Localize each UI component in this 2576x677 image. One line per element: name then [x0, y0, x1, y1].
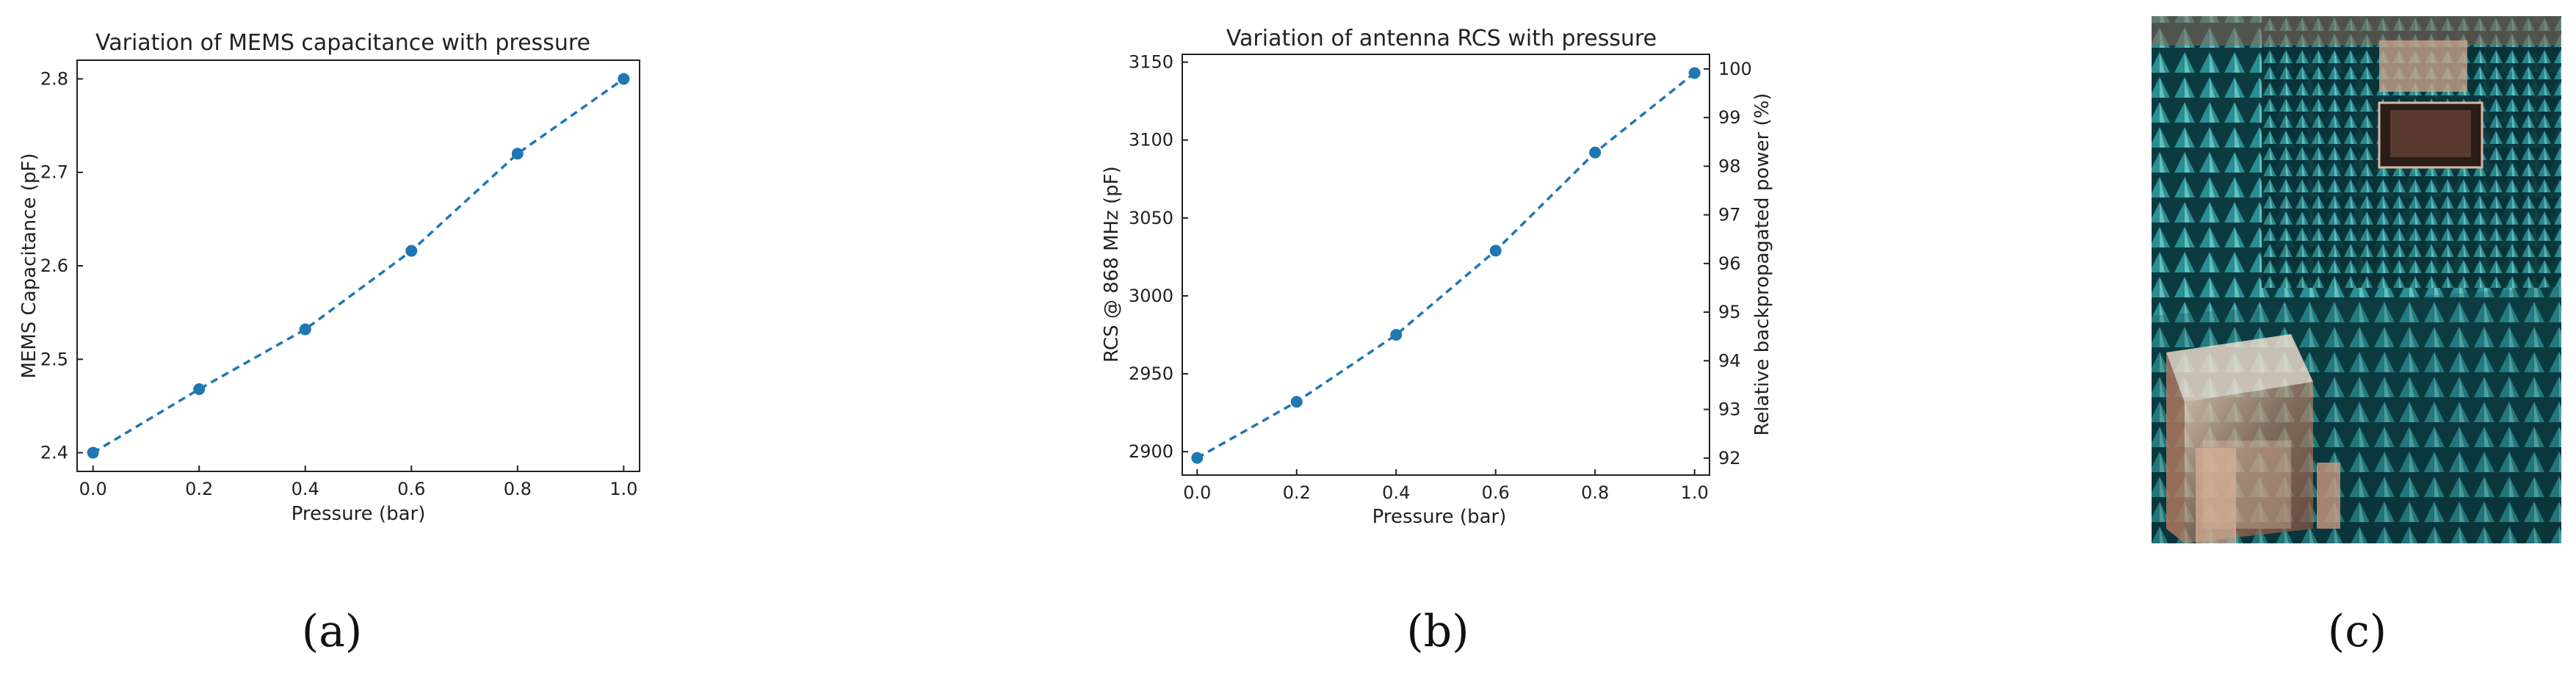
- y-right-tick-label: 94: [1718, 350, 1741, 371]
- y-right-tick-label: 95: [1718, 302, 1741, 322]
- chart-b: Variation of antenna RCS with pressure 0…: [1101, 26, 1773, 657]
- y-tick-label: 2.4: [40, 443, 68, 463]
- y-right-tick-label: 92: [1718, 448, 1741, 468]
- chart-b-title: Variation of antenna RCS with pressure: [1226, 26, 1657, 51]
- chart-a-y-label: MEMS Capacitance (pF): [18, 153, 40, 378]
- chart-a-title: Variation of MEMS capacitance with press…: [95, 30, 590, 56]
- y-tick-label: 2.7: [40, 162, 68, 183]
- data-point: [193, 383, 206, 395]
- x-tick-label: 0.8: [1581, 482, 1609, 503]
- data-point: [1688, 67, 1701, 79]
- x-tick-label: 0.6: [397, 479, 425, 499]
- chart-b-plot-area: [1182, 54, 1710, 476]
- chart-a-series-line: [92, 78, 625, 455]
- data-point: [405, 245, 418, 257]
- panel-label-c: (c): [2328, 606, 2387, 657]
- x-tick-label: 0.6: [1482, 482, 1510, 503]
- panel-label-a: (a): [302, 606, 363, 657]
- data-point: [1390, 329, 1403, 341]
- y-tick-label: 2.6: [40, 256, 68, 276]
- y-tick-label: 3150: [1129, 52, 1173, 73]
- data-point: [618, 73, 630, 85]
- y-tick-label: 2900: [1129, 441, 1173, 462]
- x-tick-label: 0.0: [79, 479, 107, 499]
- data-point: [1191, 452, 1204, 464]
- chart-b-y-label-right: Relative backpropagated power (%): [1751, 93, 1773, 436]
- y-tick-label: 2950: [1129, 363, 1173, 384]
- chart-a-x-label: Pressure (bar): [292, 503, 426, 525]
- panel-label-b: (b): [1406, 606, 1469, 657]
- data-point: [1290, 396, 1303, 408]
- y-tick-label: 2.5: [40, 349, 68, 369]
- x-tick-label: 0.8: [504, 479, 532, 499]
- x-tick-label: 0.4: [292, 479, 319, 499]
- y-right-tick-label: 96: [1718, 253, 1741, 274]
- data-point: [299, 323, 311, 336]
- data-point: [1589, 146, 1602, 159]
- chart-b-y-label: RCS @ 868 MHz (pF): [1101, 166, 1123, 363]
- y-tick-label: 2.8: [40, 68, 68, 89]
- chart-a: Variation of MEMS capacitance with press…: [18, 30, 640, 657]
- y-right-tick-label: 97: [1718, 205, 1741, 225]
- x-tick-label: 0.0: [1183, 482, 1211, 503]
- x-tick-label: 1.0: [1681, 482, 1709, 503]
- x-tick-label: 1.0: [609, 479, 637, 499]
- data-point: [87, 446, 99, 459]
- x-tick-label: 0.2: [1283, 482, 1311, 503]
- data-point: [511, 148, 524, 160]
- data-point: [1489, 245, 1502, 257]
- y-right-tick-label: 98: [1718, 156, 1741, 176]
- y-tick-label: 3050: [1129, 208, 1173, 228]
- chart-b-x-label: Pressure (bar): [1372, 506, 1507, 528]
- y-right-tick-label: 100: [1718, 59, 1752, 79]
- anechoic-chamber-photo-icon: [2152, 16, 2561, 543]
- x-tick-label: 0.4: [1382, 482, 1410, 503]
- y-tick-label: 3100: [1129, 130, 1173, 151]
- y-right-tick-label: 99: [1718, 107, 1741, 128]
- y-tick-label: 3000: [1129, 286, 1173, 306]
- x-tick-label: 0.2: [185, 479, 213, 499]
- chart-a-plot-area: [76, 59, 640, 472]
- chart-b-series-line: [1196, 72, 1696, 460]
- y-right-tick-label: 93: [1718, 399, 1741, 420]
